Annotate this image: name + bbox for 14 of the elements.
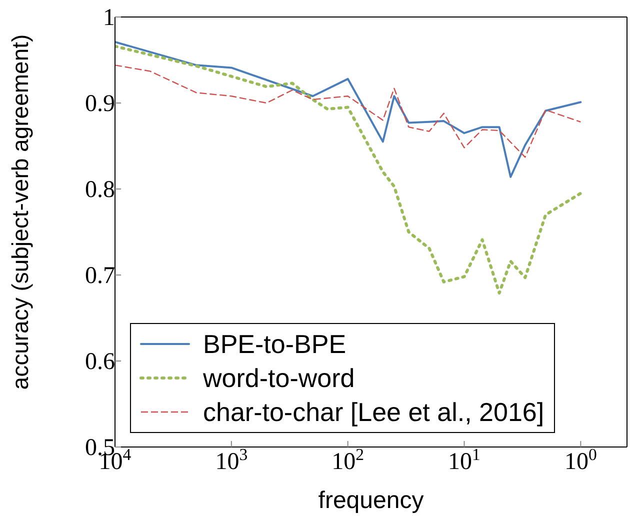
y-tick-label: 0.8 <box>85 177 115 203</box>
x-tick-label: 10$^{1}$ <box>448 444 480 475</box>
x-tick-label: 10$^{2}$ <box>332 444 364 475</box>
legend-label: BPE-to-BPE <box>203 328 346 360</box>
y-tick-label: 1 <box>103 5 115 31</box>
legend-label: word-to-word <box>203 362 355 394</box>
y-axis-title: accuracy (subject-verb agreement) <box>7 34 33 390</box>
y-tick-label: 0.6 <box>85 349 115 375</box>
x-axis-title: frequency <box>318 487 424 514</box>
x-tick-label: 10$^{3}$ <box>215 444 248 475</box>
legend-label: char-to-char [Lee et al., 2016] <box>203 396 544 428</box>
x-tick-label: 10$^{0}$ <box>564 444 597 475</box>
y-tick-label: 0.9 <box>85 91 115 117</box>
y-tick-label: 0.7 <box>85 263 115 289</box>
